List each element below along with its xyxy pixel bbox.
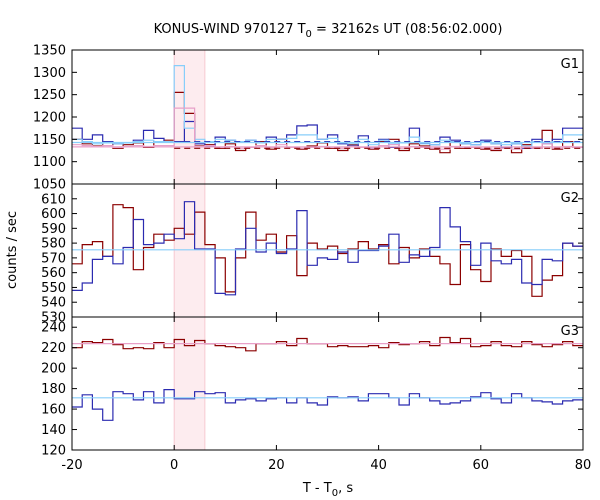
- series-line-2: [72, 201, 583, 296]
- series-line-3: [72, 65, 583, 147]
- series-line-2: [72, 389, 583, 421]
- series-line-1: [72, 91, 583, 154]
- y-tick-label: 140: [41, 423, 66, 438]
- panel-series: [72, 336, 583, 421]
- y-tick-label: 1350: [33, 44, 66, 59]
- chart-panels: 1050110011501200125013001350G15305405505…: [33, 44, 592, 474]
- y-tick-label: 600: [41, 207, 66, 222]
- panel-frame: [71, 316, 584, 451]
- panel-series: [72, 65, 583, 154]
- y-tick-label: 1250: [33, 88, 66, 103]
- y-tick-label: 580: [41, 237, 66, 252]
- x-axis-label: T - T0, s: [302, 481, 353, 499]
- x-tick-label: 80: [575, 458, 592, 473]
- y-tick-label: 590: [41, 222, 66, 237]
- x-tick-label: -20: [61, 458, 82, 473]
- panel-frame: [71, 49, 584, 185]
- y-tick-label: 540: [41, 296, 66, 311]
- x-tick-label: 20: [268, 458, 285, 473]
- burst-interval-highlight: [173, 316, 206, 451]
- y-tick-label: 1150: [33, 133, 66, 148]
- panel-g3: 120 140 160 180 200 220 240 G3: [41, 316, 584, 459]
- panel-series: [72, 201, 583, 297]
- burst-interval-highlight: [173, 49, 206, 185]
- y-tick-label: 240: [41, 321, 66, 336]
- x-tick-label: 0: [170, 458, 178, 473]
- panel-frame: [71, 183, 584, 318]
- y-tick-label: 220: [41, 341, 66, 356]
- burst-interval-highlight: [173, 183, 206, 318]
- y-tick-label: 180: [41, 382, 66, 397]
- panel-label: G3: [561, 324, 579, 339]
- x-tick-label: 60: [473, 458, 490, 473]
- y-tick-label: 1300: [33, 66, 66, 81]
- chart-title: KONUS-WIND 970127 T0 = 32162s UT (08:56:…: [154, 22, 503, 40]
- y-tick-label: 1200: [33, 111, 66, 126]
- panel-label: G1: [561, 57, 579, 72]
- y-tick-label: 160: [41, 403, 66, 418]
- y-tick-label: 1050: [33, 178, 66, 193]
- panel-g1: 1050 1100 1150 1200 1250 1300 1350 G1: [33, 44, 584, 193]
- y-axis-label: counts / sec: [5, 211, 20, 289]
- x-tick-label: 40: [370, 458, 387, 473]
- y-tick-label: 200: [41, 362, 66, 377]
- panel-label: G2: [561, 191, 579, 206]
- y-tick-label: 530: [41, 311, 66, 326]
- y-tick-label: 570: [41, 251, 66, 266]
- y-tick-label: 610: [41, 192, 66, 207]
- y-tick-label: 1100: [33, 155, 66, 170]
- series-line-1: [72, 204, 583, 297]
- y-tick-label: 120: [41, 444, 66, 459]
- series-line-1: [72, 336, 583, 352]
- y-tick-label: 550: [41, 281, 66, 296]
- y-tick-label: 560: [41, 266, 66, 281]
